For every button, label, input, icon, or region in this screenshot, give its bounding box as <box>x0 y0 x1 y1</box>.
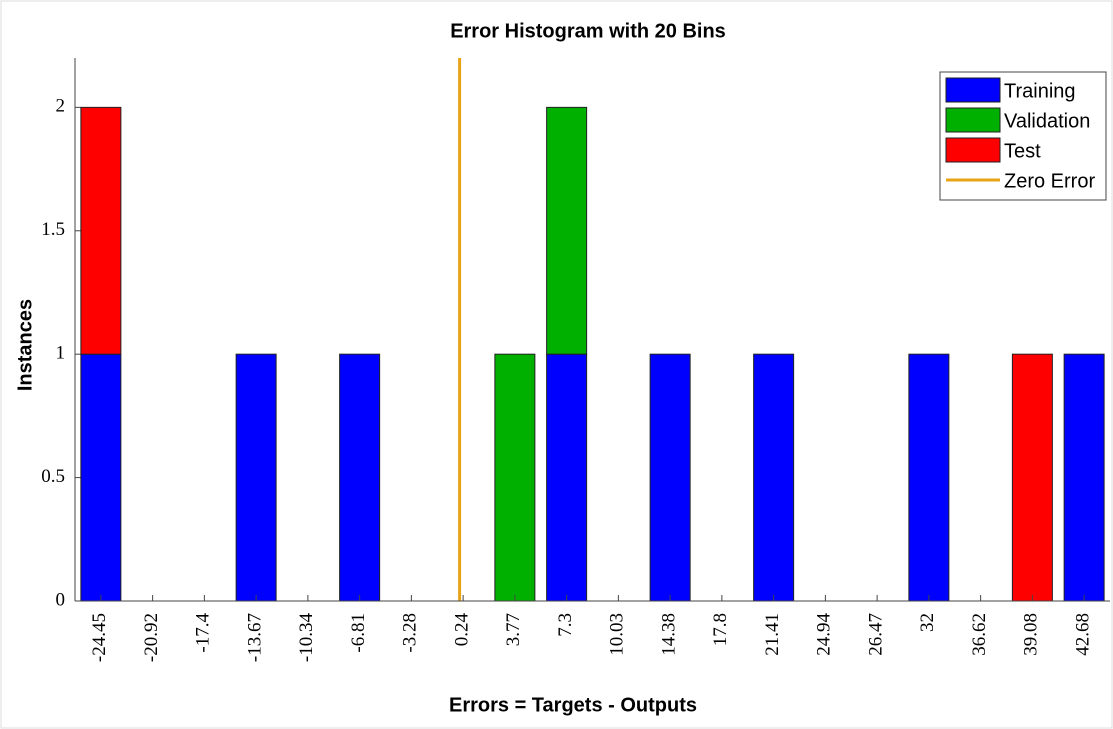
x-tick-label: -24.45 <box>89 613 110 662</box>
legend-swatch <box>945 107 1001 133</box>
x-tick-label: 7.3 <box>555 613 576 637</box>
bar <box>235 353 277 602</box>
x-tick-label: 14.38 <box>658 613 679 656</box>
y-tick-label: 2 <box>56 96 66 117</box>
legend-label: Training <box>1004 80 1076 102</box>
x-tick-label: -20.92 <box>141 613 162 662</box>
y-tick-label: 1 <box>56 343 66 364</box>
bar <box>1011 353 1053 602</box>
y-tick-label: 0.5 <box>41 466 65 487</box>
x-tick-label: 32 <box>917 613 938 632</box>
bar <box>546 353 588 602</box>
legend-label: Test <box>1004 140 1041 162</box>
bar <box>649 353 691 602</box>
bar <box>339 353 381 602</box>
bar <box>753 353 795 602</box>
x-tick-label: -6.81 <box>348 613 369 653</box>
x-tick-label: 10.03 <box>607 613 628 656</box>
x-axis-label: Errors = Targets - Outputs <box>449 694 697 716</box>
y-axis-label: Instances <box>14 299 36 391</box>
legend-label: Validation <box>1004 110 1090 132</box>
x-tick-label: 24.94 <box>814 613 835 656</box>
x-tick-label: 36.62 <box>969 613 990 656</box>
bar <box>1063 353 1105 602</box>
bar <box>546 106 588 355</box>
bar <box>80 106 122 355</box>
x-tick-label: -17.4 <box>193 613 214 653</box>
legend-swatch <box>945 77 1001 103</box>
x-tick-label: 0.24 <box>451 613 472 647</box>
bar <box>80 353 122 602</box>
x-tick-label: 21.41 <box>762 613 783 656</box>
y-tick-label: 0 <box>56 589 66 610</box>
x-tick-label: -10.34 <box>296 613 317 663</box>
bar <box>494 353 536 602</box>
bar <box>908 353 950 602</box>
x-tick-label: 42.68 <box>1072 613 1093 656</box>
x-tick-label: 17.8 <box>710 613 731 646</box>
x-tick-label: -3.28 <box>400 613 421 653</box>
legend-label: Zero Error <box>1004 170 1095 192</box>
x-tick-label: 3.77 <box>503 613 524 646</box>
x-tick-label: 39.08 <box>1021 613 1042 656</box>
legend-swatch <box>945 137 1001 163</box>
y-tick-label: 1.5 <box>41 219 65 240</box>
x-tick-label: 26.47 <box>865 613 886 656</box>
x-tick-label: -13.67 <box>244 613 265 662</box>
chart-title: Error Histogram with 20 Bins <box>450 20 726 42</box>
